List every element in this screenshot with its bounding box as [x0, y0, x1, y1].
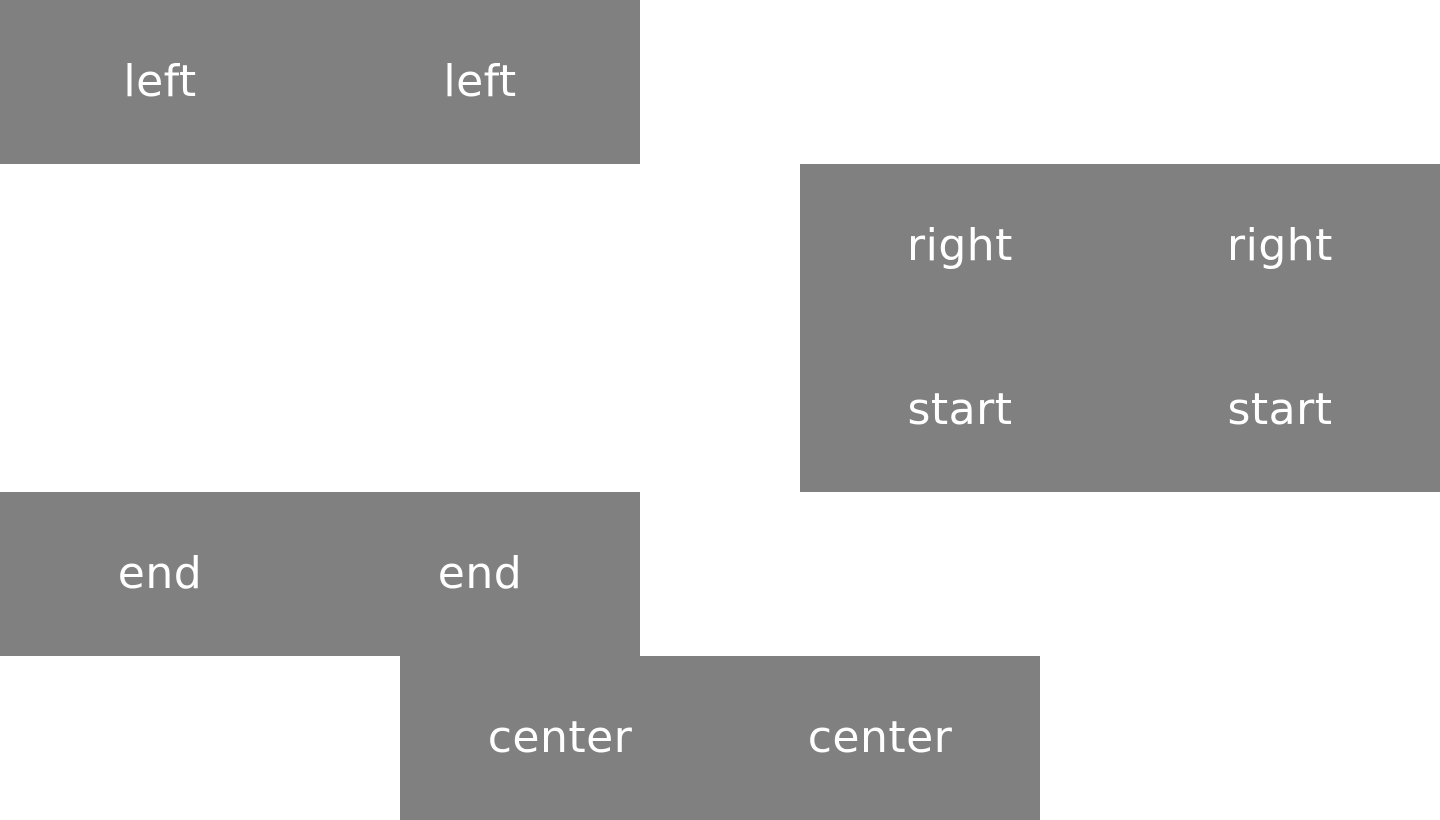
row-center: center center [400, 656, 1040, 820]
row-right: right right [800, 164, 1440, 328]
cell-start-1: start [907, 384, 1013, 435]
cell-end-1: end [117, 548, 203, 599]
row-start: start start [800, 328, 1440, 492]
cell-center-2: center [807, 712, 953, 763]
cell-right-2: right [1227, 220, 1333, 271]
row-end: end end [0, 492, 640, 656]
row-left: left left [0, 0, 640, 164]
cell-left-1: left [123, 56, 197, 107]
cell-start-2: start [1227, 384, 1333, 435]
cell-left-2: left [443, 56, 517, 107]
cell-end-2: end [437, 548, 523, 599]
cell-center-1: center [487, 712, 633, 763]
cell-right-1: right [907, 220, 1013, 271]
